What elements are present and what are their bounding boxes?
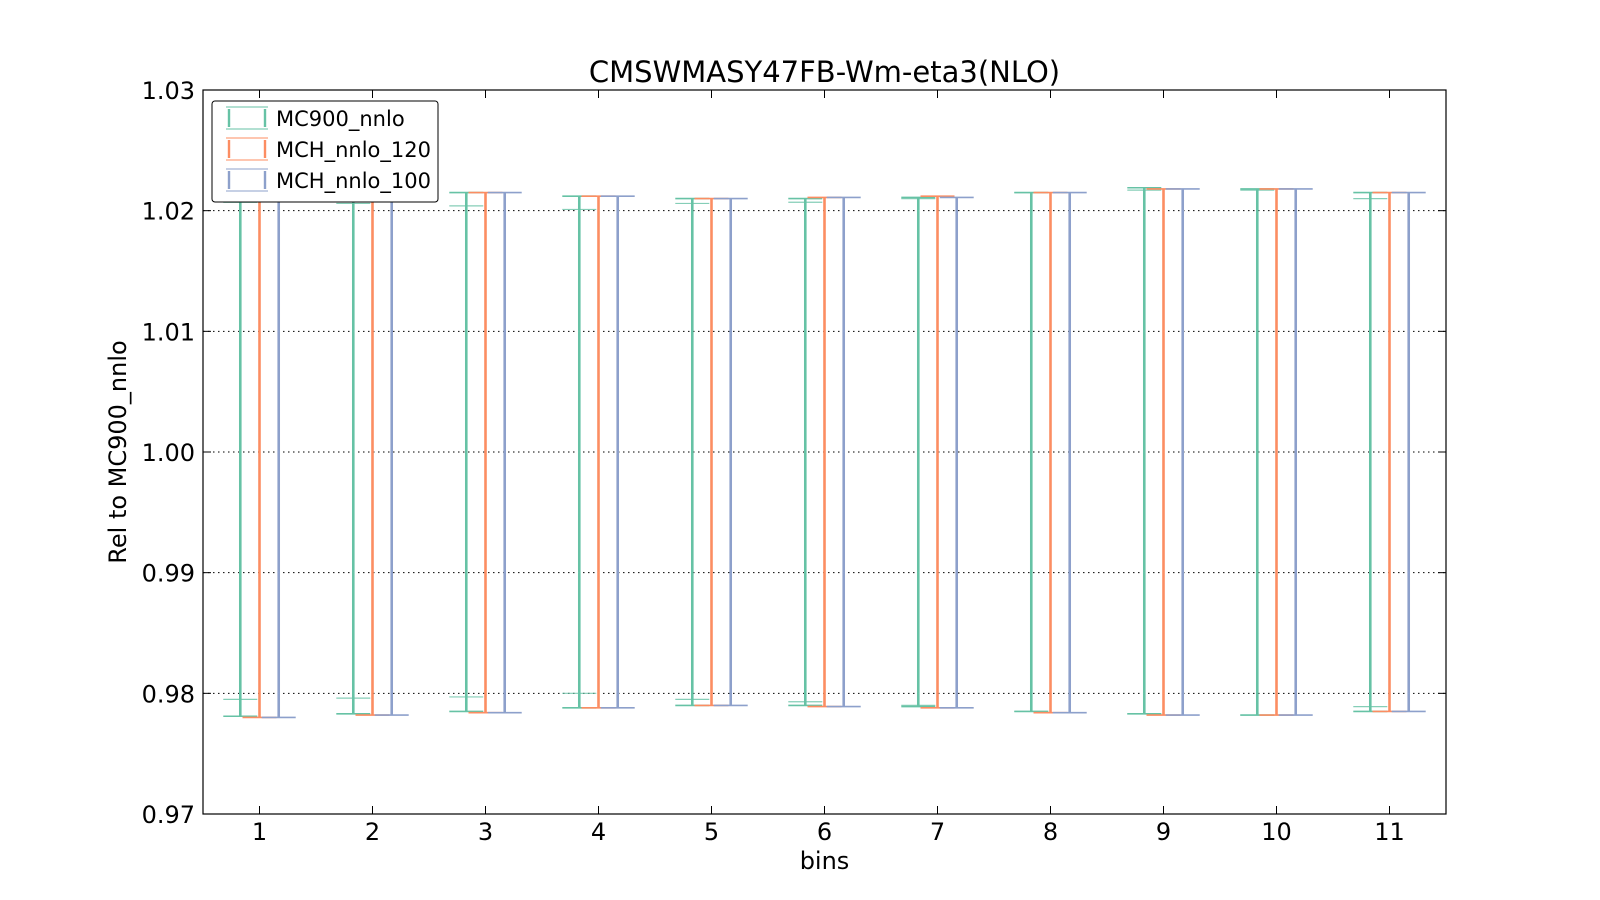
- x-tick-label: 4: [591, 818, 606, 846]
- axis-ticks: 0.97 0.98 0.99 1.00 1.01 1.02 1.03 1 2 3 4 5 6 7 8 9 10 1…: [142, 77, 1446, 846]
- x-tick-label: 7: [930, 818, 945, 846]
- x-tick-label: 2: [365, 818, 380, 846]
- error-bars: [223, 186, 1426, 719]
- y-tick-label: 0.99: [142, 560, 195, 588]
- y-tick-label: 0.98: [142, 680, 195, 708]
- x-tick-label: 6: [817, 818, 832, 846]
- y-tick-label: 1.01: [142, 318, 195, 346]
- legend-label: MC900_nnlo: [276, 107, 405, 132]
- legend-entry: MCH_nnlo_120: [226, 137, 431, 163]
- legend-entry: MCH_nnlo_100: [226, 168, 431, 194]
- x-tick-label: 3: [478, 818, 493, 846]
- x-tick-label: 5: [704, 818, 719, 846]
- legend-label: MCH_nnlo_100: [276, 169, 431, 194]
- y-tick-label: 1.03: [142, 77, 195, 105]
- x-tick-label: 8: [1043, 818, 1058, 846]
- y-tick-label: 1.00: [142, 439, 195, 467]
- y-tick-label: 0.97: [142, 801, 195, 829]
- y-axis-label: Rel to MC900_nnlo: [104, 340, 132, 563]
- x-tick-label: 1: [252, 818, 267, 846]
- legend-label: MCH_nnlo_120: [276, 138, 431, 163]
- legend-entry: MC900_nnlo: [226, 106, 405, 132]
- legend-box: [211, 100, 439, 203]
- x-axis-label: bins: [800, 847, 850, 875]
- legend: MC900_nnlo MCH_nnlo_120 MCH_nnlo_100: [211, 100, 439, 203]
- x-tick-label: 10: [1261, 818, 1292, 846]
- x-tick-label: 11: [1374, 818, 1405, 846]
- chart-title: CMSWMASY47FB-Wm-eta3(NLO): [589, 55, 1060, 89]
- y-tick-label: 1.02: [142, 198, 195, 226]
- x-tick-label: 9: [1156, 818, 1171, 846]
